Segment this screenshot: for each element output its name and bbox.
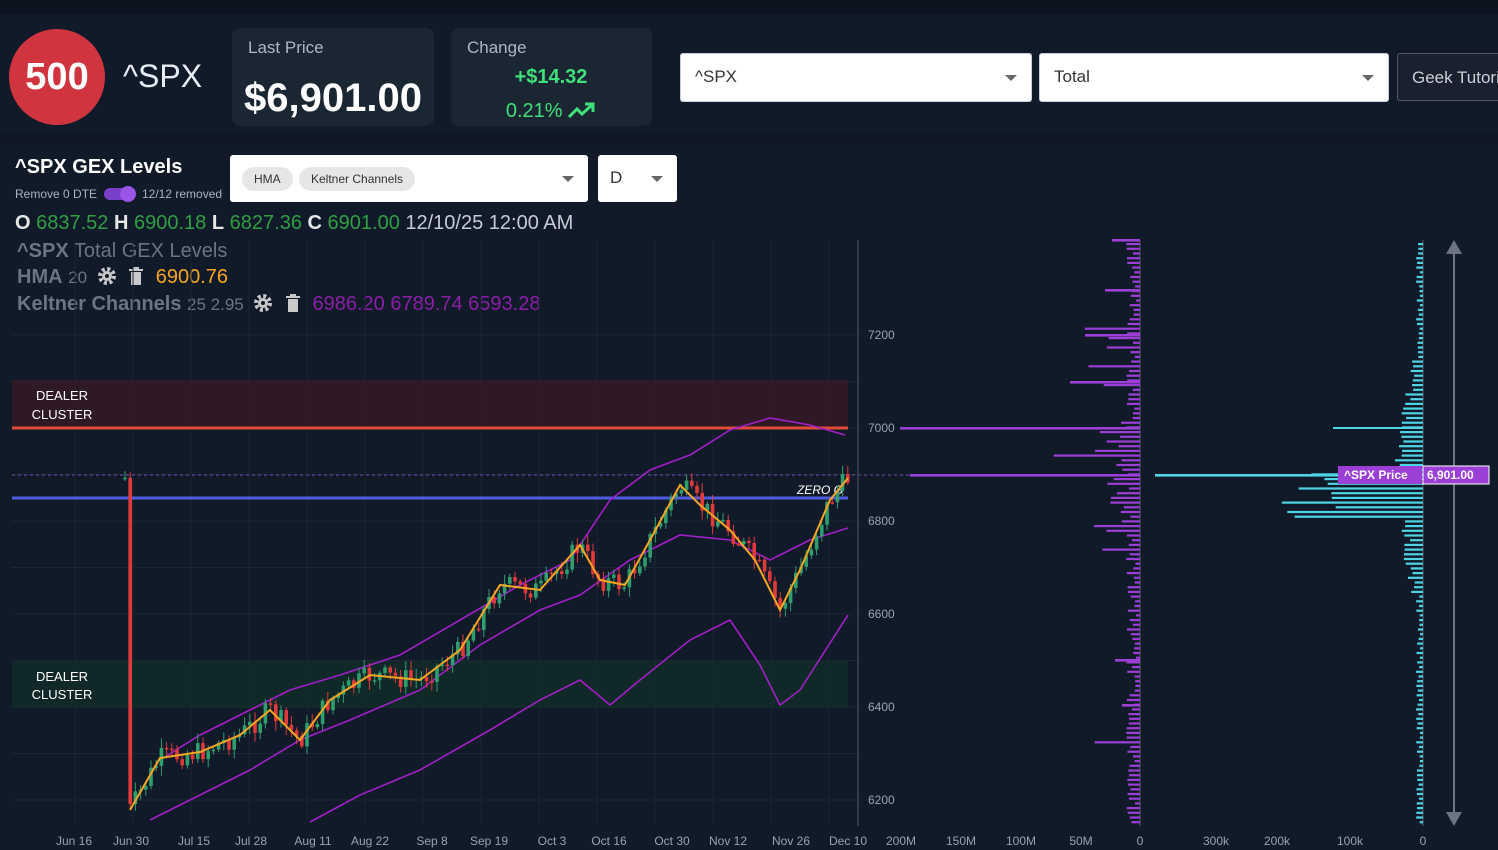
ohlc-close: 6901.00 — [327, 212, 400, 234]
panel-title: ^SPX GEX Levels — [15, 156, 183, 178]
ohlc-datetime: 12/10/25 12:00 AM — [405, 212, 574, 234]
chevron-down-icon — [1005, 75, 1017, 81]
ticker-select[interactable]: ^SPX — [680, 53, 1032, 102]
ohlc-readout: O 6837.52 H 6900.18 L 6827.36 C 6901.00 … — [15, 212, 573, 235]
legend-series-name: Total GEX Levels — [73, 240, 228, 262]
rank-badge-text: 500 — [25, 55, 89, 98]
last-price-card: Last Price $6,901.00 — [232, 28, 434, 126]
ohlc-h-label: H — [113, 212, 129, 234]
legend-kc-values: 6986.20 6789.74 6593.28 — [312, 293, 541, 315]
gear-icon[interactable] — [253, 293, 273, 313]
legend-hma-value: 6900.76 — [155, 266, 229, 288]
ohlc-open: 6837.52 — [36, 212, 109, 234]
mode-select-value: Total — [1054, 67, 1090, 86]
interval-select[interactable]: D — [598, 155, 677, 202]
last-price-label: Last Price — [248, 38, 324, 57]
chevron-down-icon — [562, 176, 574, 182]
ohlc-c-label: C — [307, 212, 322, 234]
remove-0dte-toggle[interactable] — [104, 186, 136, 202]
chevron-down-icon — [651, 176, 663, 182]
trash-icon[interactable] — [285, 293, 301, 313]
legend-series: ^SPX Total GEX Levels — [17, 240, 227, 263]
change-percent-row: 0.21% — [451, 100, 651, 123]
removed-count: 12/12 removed — [142, 187, 223, 201]
geek-tutorial-button[interactable]: Geek Tutori — [1397, 53, 1498, 101]
trend-up-icon — [568, 102, 595, 119]
chip-keltner[interactable]: Keltner Channels — [299, 167, 416, 191]
gear-icon[interactable] — [97, 266, 117, 286]
change-percent: 0.21% — [505, 100, 563, 122]
toggle-knob — [120, 186, 136, 202]
legend-hma-name: HMA — [17, 266, 63, 288]
rank-badge: 500 — [9, 29, 105, 125]
change-card: Change +$14.32 0.21% — [451, 28, 652, 126]
interval-value: D — [610, 168, 623, 187]
legend-series-symbol: ^SPX — [17, 240, 69, 262]
ticker-select-value: ^SPX — [695, 67, 737, 86]
change-absolute: +$14.32 — [514, 66, 588, 88]
last-price-value: $6,901.00 — [244, 76, 422, 120]
ohlc-o-label: O — [15, 212, 31, 234]
ohlc-low: 6827.36 — [229, 212, 302, 234]
change-label: Change — [467, 38, 527, 57]
legend-kc-name: Keltner Channels — [17, 293, 182, 315]
chevron-down-icon — [1362, 75, 1374, 81]
remove-0dte-label: Remove 0 DTE — [15, 187, 98, 201]
ohlc-l-label: L — [211, 212, 225, 234]
ticker-symbol: ^SPX — [123, 58, 203, 94]
trash-icon[interactable] — [128, 266, 144, 286]
legend-kc-params: 25 2.95 — [187, 295, 244, 314]
indicator-select[interactable]: HMA Keltner Channels — [230, 155, 588, 202]
ohlc-high: 6900.18 — [134, 212, 207, 234]
chip-hma[interactable]: HMA — [242, 167, 293, 191]
legend-hma-param: 20 — [68, 268, 88, 287]
top-strip — [0, 0, 1498, 14]
legend-hma: HMA 20 6900.76 — [17, 266, 228, 289]
geek-tutorial-label: Geek Tutori — [1412, 68, 1498, 87]
legend-keltner: Keltner Channels 25 2.95 6986.20 6789.74… — [17, 293, 540, 316]
mode-select[interactable]: Total — [1039, 53, 1389, 102]
